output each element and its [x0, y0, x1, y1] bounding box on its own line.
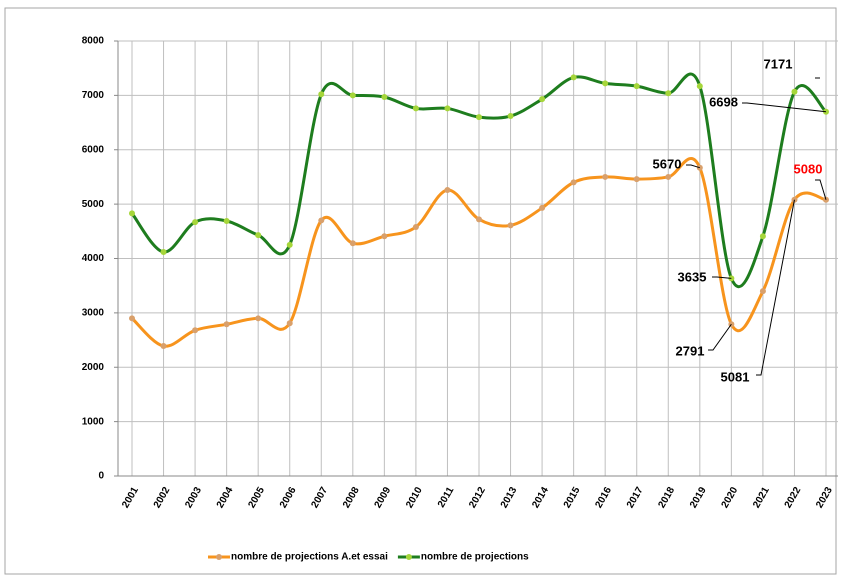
legend-label: nombre de projections A.et essai [231, 552, 388, 563]
legend-label: nombre de projections [421, 552, 529, 563]
data-point [381, 94, 388, 101]
leader-line [712, 276, 732, 279]
data-point [160, 248, 167, 255]
y-tick-label: 4000 [82, 253, 105, 264]
y-tick-label: 3000 [82, 308, 105, 319]
data-point [255, 232, 262, 239]
data-point [412, 223, 419, 230]
chart-frame [4, 7, 837, 575]
data-point [791, 88, 798, 95]
y-tick-label: 0 [98, 471, 104, 482]
data-label: 3635 [678, 269, 707, 284]
y-tick-label: 1000 [82, 416, 105, 427]
data-point [160, 343, 167, 350]
data-point [349, 240, 356, 247]
data-point [476, 216, 482, 223]
data-point [444, 105, 451, 112]
data-point [696, 83, 703, 90]
data-point [192, 327, 199, 334]
data-label: 5670 [653, 156, 682, 171]
data-point [665, 173, 672, 180]
data-point [412, 105, 419, 112]
data-point [759, 288, 766, 295]
y-tick-label: 2000 [82, 362, 105, 373]
data-label: 2791 [676, 343, 705, 358]
data-point [349, 92, 356, 99]
data-point [633, 176, 640, 183]
data-point [286, 320, 293, 327]
y-tick-label: 6000 [82, 144, 105, 155]
data-point [476, 114, 482, 121]
data-point [539, 96, 546, 103]
data-point [602, 173, 609, 180]
data-point [129, 210, 135, 217]
data-label: 5081 [721, 369, 750, 384]
data-point [223, 217, 230, 224]
leader-line [756, 199, 795, 376]
data-point [507, 222, 514, 229]
data-point [570, 74, 577, 81]
data-point [665, 90, 672, 97]
data-point [444, 186, 451, 193]
data-point [759, 233, 766, 240]
data-point [633, 83, 640, 90]
data-point [318, 91, 325, 98]
y-tick-label: 8000 [82, 36, 105, 47]
legend-marker [405, 554, 412, 560]
data-point [602, 80, 609, 87]
data-point [223, 321, 230, 328]
data-point [286, 241, 293, 248]
leader-line [686, 164, 700, 169]
leader-line [708, 323, 732, 351]
data-point [129, 315, 135, 322]
data-point [318, 217, 325, 224]
data-label: 6698 [709, 94, 738, 109]
data-point [507, 113, 514, 120]
y-tick-label: 5000 [82, 199, 105, 210]
leader-line [742, 102, 827, 113]
data-point [255, 315, 262, 322]
data-point [192, 219, 199, 226]
data-label: 5080 [794, 161, 823, 176]
leader-line [815, 179, 827, 200]
data-point [539, 204, 546, 211]
legend-marker [216, 554, 222, 560]
y-tick-label: 7000 [82, 90, 105, 101]
data-label: 7171 [764, 56, 793, 71]
data-point [570, 179, 577, 186]
data-point [381, 233, 388, 240]
